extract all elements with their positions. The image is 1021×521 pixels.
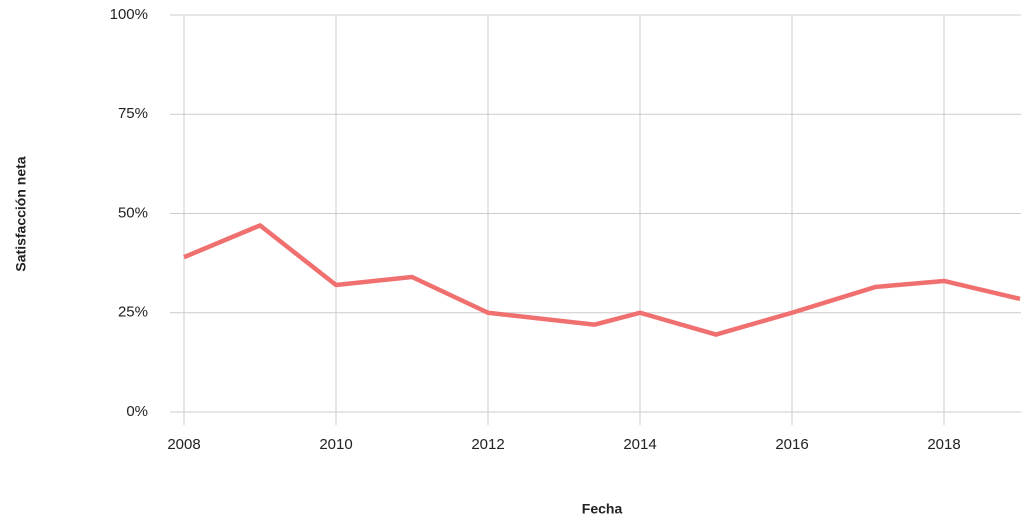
x-tick-label: 2010 (319, 436, 352, 453)
y-axis-title: Satisfacción neta (13, 156, 29, 271)
data-line (183, 223, 1021, 337)
x-tick-label: 2012 (471, 436, 504, 453)
y-tick-label: 0% (126, 403, 148, 420)
x-tick-label: 2014 (623, 436, 656, 453)
y-tick-label: 25% (118, 304, 148, 321)
x-tick-label: 2008 (167, 436, 200, 453)
x-tick-label: 2016 (775, 436, 808, 453)
y-tick-label: 100% (110, 6, 148, 23)
y-tick-label: 50% (118, 204, 148, 221)
x-tick-label: 2018 (927, 436, 960, 453)
y-tick-label: 75% (118, 105, 148, 122)
x-axis-title: Fecha (582, 501, 623, 517)
